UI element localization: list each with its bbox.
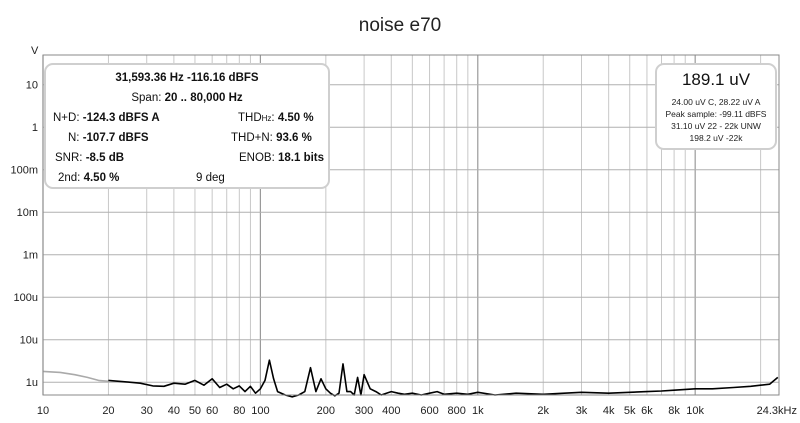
x-tick-label: 6k (641, 405, 653, 417)
x-tick-label: 100 (251, 405, 269, 417)
series-group (42, 359, 779, 398)
x-tick-label: 10 (37, 405, 49, 417)
x-tick-label: 80 (233, 405, 245, 417)
x-tick-label: 200 (317, 405, 335, 417)
series-line (42, 370, 109, 383)
x-tick-label: 2k (537, 405, 549, 417)
span-value: 20 .. 80,000 Hz (164, 92, 243, 104)
peak-sample: Peak sample: -99.11 dBFS (665, 109, 767, 119)
unweighted-level: 31.10 uV 22 - 22k UNW (671, 121, 761, 131)
phase-readout: 9 deg (196, 172, 225, 184)
series-line (108, 359, 779, 398)
y-tick-label: 100m (10, 165, 38, 177)
y-tick-labels: 10 1 100m 10m 1m 100u 10u 1u (10, 80, 38, 390)
enob-value: 18.1 bits (278, 152, 325, 164)
snr-value: -8.5 dB (85, 152, 125, 164)
plot-frame (42, 54, 780, 396)
thdn-label: THD+N: (231, 132, 273, 144)
x-tick-label: 50 (189, 405, 201, 417)
noise-row: N: -107.7 dBFS (68, 132, 149, 144)
x-tick-label: 400 (382, 405, 400, 417)
weighted-levels: 24.00 uV C, 28.22 uV A (671, 97, 761, 107)
chart-title: noise e70 (359, 15, 441, 36)
snr-row: SNR: -8.5 dB (55, 152, 124, 164)
x-tick-label: 5k (624, 405, 636, 417)
y-tick-label: 1m (23, 250, 38, 262)
x-tick-label: 10k (686, 405, 704, 417)
nd-row: N+D: -124.3 dBFS A (53, 112, 160, 124)
thd-sub-label: Hz (261, 114, 272, 123)
x-tick-label: 800 (448, 405, 466, 417)
x-tick-labels: 10 20 30 40 50 60 80 100 200 300 400 600 800 1k 2k 3k 4k… (37, 405, 797, 417)
y-axis-label: V (31, 45, 39, 57)
second-harmonic-label: 2nd: (58, 172, 81, 184)
y-tick-label: 100u (14, 292, 38, 304)
x-tick-label: 24.3kHz (757, 405, 797, 417)
noise-value: -107.7 dBFS (82, 132, 149, 144)
x-tick-label: 40 (168, 405, 180, 417)
nd-label: N+D: (53, 112, 80, 124)
x-tick-label: 60 (206, 405, 218, 417)
peak-frequency-level: 31,593.36 Hz -116.16 dBFS (115, 72, 259, 84)
second-harmonic-value: 4.50 % (83, 172, 120, 184)
rms-level: 189.1 uV (681, 70, 751, 89)
thd-label: THD (238, 112, 262, 124)
y-tick-label: 1u (26, 377, 38, 389)
y-tick-label: 1 (32, 122, 38, 134)
x-tick-label: 600 (420, 405, 438, 417)
x-tick-label: 1k (472, 405, 484, 417)
x-tick-label: 4k (603, 405, 615, 417)
peak-readout: 31,593.36 Hz -116.16 dBFS (46, 72, 328, 84)
thdn-row: THD+N: 93.6 % (231, 132, 312, 144)
level-panel: 189.1 uV 24.00 uV C, 28.22 uV A Peak sam… (655, 63, 777, 150)
nd-value: -124.3 dBFS A (82, 112, 160, 124)
x-tick-label: 20 (102, 405, 114, 417)
bandlimited-level: 198.2 uV -22k (689, 133, 743, 143)
thdn-value: 93.6 % (276, 132, 312, 144)
span-row: Span: 20 .. 80,000 Hz (46, 92, 328, 104)
x-tick-label: 3k (576, 405, 588, 417)
y-tick-label: 10u (20, 335, 38, 347)
thd-value: 4.50 % (277, 112, 314, 124)
snr-label: SNR: (55, 152, 83, 164)
enob-label: ENOB: (239, 152, 275, 164)
thd-row: THDHz: 4.50 % (238, 112, 314, 124)
enob-row: ENOB: 18.1 bits (239, 152, 324, 164)
stats-panel: 31,593.36 Hz -116.16 dBFS Span: 20 .. 80… (44, 63, 330, 189)
x-tick-label: 30 (141, 405, 153, 417)
second-harmonic-row: 2nd: 4.50 % (58, 172, 119, 184)
y-tick-label: 10m (17, 207, 38, 219)
x-tick-label: 8k (668, 405, 680, 417)
noise-label: N: (68, 132, 80, 144)
span-label: Span: (131, 92, 162, 104)
y-tick-label: 10 (26, 80, 38, 92)
x-tick-label: 300 (355, 405, 373, 417)
